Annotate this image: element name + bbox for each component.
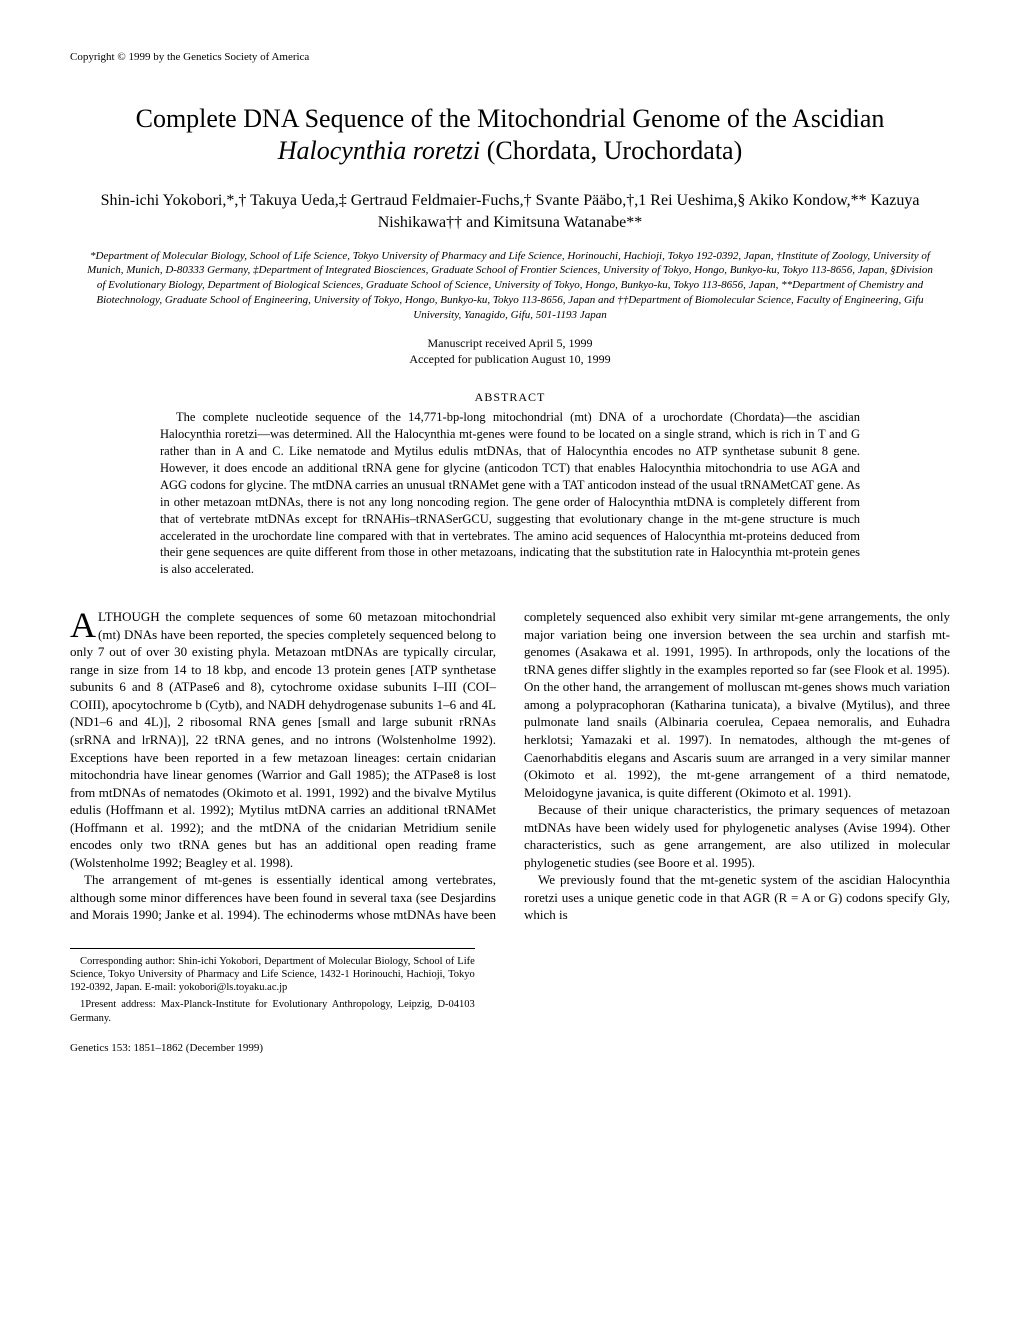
affiliations-block: *Department of Molecular Biology, School… [82,249,938,323]
dropcap: A [70,608,98,640]
title-line2-species: Halocynthia roretzi [278,136,480,165]
accepted-date: Accepted for publication August 10, 1999 [409,352,610,366]
abstract-text: The complete nucleotide sequence of the … [160,409,860,578]
paper-title: Complete DNA Sequence of the Mitochondri… [110,103,910,168]
body-para-1: ALTHOUGH the complete sequences of some … [70,608,496,871]
authors-line: Shin-ichi Yokobori,*,† Takuya Ueda,‡ Ger… [100,190,920,235]
corresponding-author-footnote: Corresponding author: Shin-ichi Yokobori… [70,955,475,994]
body-para-3: Because of their unique characteristics,… [524,801,950,871]
body-para-4: We previously found that the mt-genetic … [524,871,950,924]
abstract-block: ABSTRACT The complete nucleotide sequenc… [160,389,860,578]
body-p1-text: LTHOUGH the complete sequences of some 6… [70,609,496,870]
abstract-body: The complete nucleotide sequence of the … [160,410,860,576]
title-line2-rest: (Chordata, Urochordata) [480,136,742,165]
title-line1: Complete DNA Sequence of the Mitochondri… [136,104,885,133]
footnotes-block: Corresponding author: Shin-ichi Yokobori… [70,948,475,1025]
manuscript-dates: Manuscript received April 5, 1999 Accept… [70,335,950,367]
body-columns: ALTHOUGH the complete sequences of some … [70,608,950,924]
journal-footer: Genetics 153: 1851–1862 (December 1999) [70,1041,950,1056]
copyright-line: Copyright © 1999 by the Genetics Society… [70,50,950,65]
received-date: Manuscript received April 5, 1999 [428,336,593,350]
present-address-footnote: 1Present address: Max-Planck-Institute f… [70,998,475,1024]
abstract-heading: ABSTRACT [160,389,860,405]
